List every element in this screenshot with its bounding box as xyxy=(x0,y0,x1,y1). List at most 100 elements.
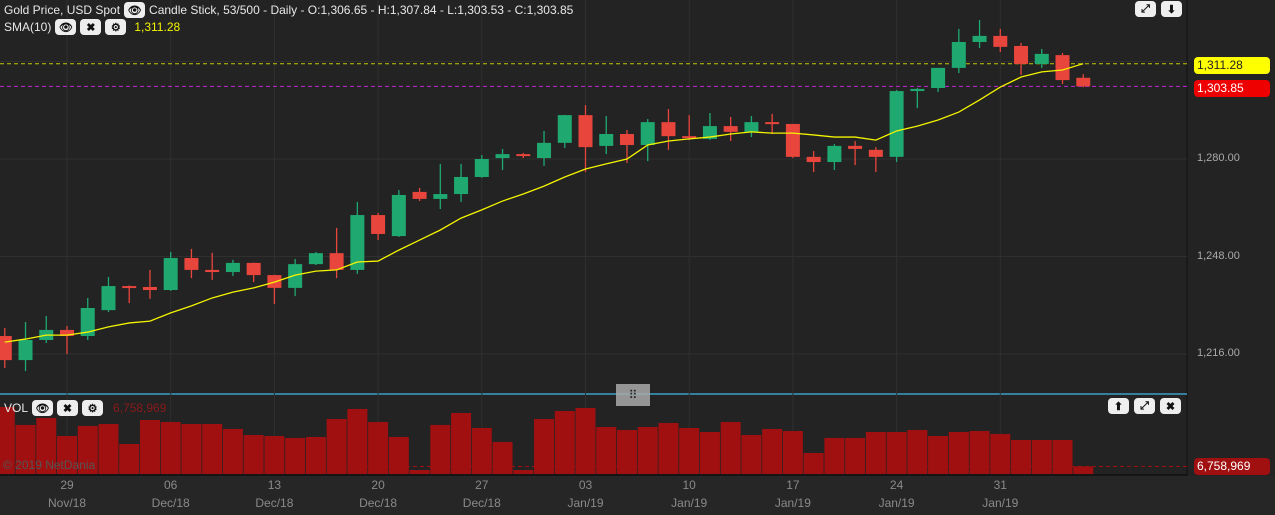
sma-settings-button[interactable]: ⚙ xyxy=(105,19,127,35)
sma-visibility-button[interactable]: 👁 xyxy=(55,19,77,35)
gear-icon: ⚙ xyxy=(87,402,98,415)
volume-maximize-button[interactable]: ⤢ xyxy=(1134,398,1155,414)
volume-bar xyxy=(782,431,803,474)
volume-bar xyxy=(720,422,741,474)
volume-bar xyxy=(824,438,845,474)
volume-bar xyxy=(139,420,160,474)
candle xyxy=(308,251,323,266)
candle-body xyxy=(184,258,199,270)
sma-price-tag: 1,311.28 xyxy=(1194,57,1270,74)
candle xyxy=(785,123,800,159)
candle-body xyxy=(640,122,655,145)
candle-body xyxy=(827,145,842,163)
volume-bar xyxy=(554,411,575,474)
volume-bar xyxy=(119,444,140,474)
candle xyxy=(1076,74,1091,88)
expand-icon: ⤢ xyxy=(1140,399,1149,412)
x-tick-month: Dec/18 xyxy=(462,496,501,510)
x-tick-day: 27 xyxy=(475,478,489,492)
candle-body xyxy=(288,264,303,288)
candle xyxy=(412,187,427,202)
volume-bar xyxy=(990,434,1011,474)
maximize-button[interactable]: ⤢ xyxy=(1135,1,1156,17)
eye-icon: 👁 xyxy=(127,4,142,17)
candle-body xyxy=(474,159,489,177)
move-down-button[interactable]: ⬇ xyxy=(1161,1,1182,17)
candle-body xyxy=(578,115,593,148)
copyright: © 2019 NetDania xyxy=(3,458,96,472)
x-tick-day: 06 xyxy=(164,478,178,492)
candle xyxy=(702,112,717,141)
volume-bar xyxy=(699,432,720,474)
candle xyxy=(806,151,821,173)
candle xyxy=(827,144,842,170)
y-tick-label: 1,216.00 xyxy=(1197,347,1240,359)
volume-bar xyxy=(388,437,409,474)
candle-body xyxy=(889,91,904,157)
date-axis-bg xyxy=(0,476,1275,515)
volume-bar xyxy=(57,436,77,474)
volume-remove-button[interactable]: ✖ xyxy=(57,400,79,416)
x-tick-month: Jan/19 xyxy=(567,496,604,510)
candle-body xyxy=(454,176,469,195)
x-tick-month: Jan/19 xyxy=(671,496,708,510)
candle xyxy=(350,201,365,274)
x-tick-day: 03 xyxy=(578,478,593,492)
candle xyxy=(288,258,303,297)
volume-bar xyxy=(160,422,181,474)
volume-bar xyxy=(534,419,555,474)
candle xyxy=(122,285,137,304)
x-tick-month: Dec/18 xyxy=(255,496,294,510)
candle-body xyxy=(101,286,116,311)
candle xyxy=(267,274,282,305)
candle xyxy=(39,315,54,344)
sma-label: SMA(10) xyxy=(4,20,52,34)
candle-body xyxy=(848,145,863,149)
volume-bar xyxy=(285,438,306,474)
candle-body xyxy=(537,142,552,159)
candle xyxy=(723,116,738,142)
candle-body xyxy=(18,339,33,361)
volume-bar xyxy=(1073,466,1094,474)
x-tick-label: 20 Dec/18 xyxy=(348,476,408,512)
eye-icon: 👁 xyxy=(35,402,50,415)
candle xyxy=(1034,49,1049,68)
candle xyxy=(972,20,987,49)
candle xyxy=(765,113,780,135)
gear-icon: ⚙ xyxy=(110,21,121,34)
volume-bar xyxy=(368,422,389,474)
candle xyxy=(60,325,74,355)
move-up-button[interactable]: ⬆ xyxy=(1108,398,1129,414)
candle xyxy=(744,116,759,138)
grip-icon: ⠿ xyxy=(628,388,638,402)
candle-body xyxy=(371,215,386,234)
x-tick-label: 13 Dec/18 xyxy=(244,476,304,512)
volume-bar xyxy=(575,408,596,474)
volume-bar xyxy=(907,430,928,474)
volume-visibility-button[interactable]: 👁 xyxy=(32,400,54,416)
volume-bar xyxy=(616,430,637,474)
sma-remove-button[interactable]: ✖ xyxy=(80,19,102,35)
volume-bar xyxy=(928,436,949,474)
candle-body xyxy=(599,134,614,146)
volume-bar xyxy=(305,437,326,474)
volume-settings-button[interactable]: ⚙ xyxy=(82,400,104,416)
volume-bar xyxy=(347,409,368,474)
panel-resize-handle[interactable]: ⠿ xyxy=(616,384,650,406)
volume-bar xyxy=(202,424,223,474)
sma-line xyxy=(4,63,1084,343)
x-tick-day: 29 xyxy=(60,478,74,492)
candle-body xyxy=(142,286,157,291)
candle-body xyxy=(0,336,12,361)
candle-body xyxy=(329,253,344,270)
volume-tag: 6,758,969 xyxy=(1194,458,1270,475)
volume-bar xyxy=(98,424,119,474)
volume-header: VOL 👁 ✖ ⚙ 6,758,969 xyxy=(4,400,166,416)
x-tick-month: Jan/19 xyxy=(982,496,1019,510)
candle xyxy=(205,252,220,280)
toggle-visibility-button[interactable]: 👁 xyxy=(124,2,146,18)
volume-bar xyxy=(77,426,98,474)
volume-bar xyxy=(243,435,264,474)
volume-close-button[interactable]: ✖ xyxy=(1160,398,1181,414)
